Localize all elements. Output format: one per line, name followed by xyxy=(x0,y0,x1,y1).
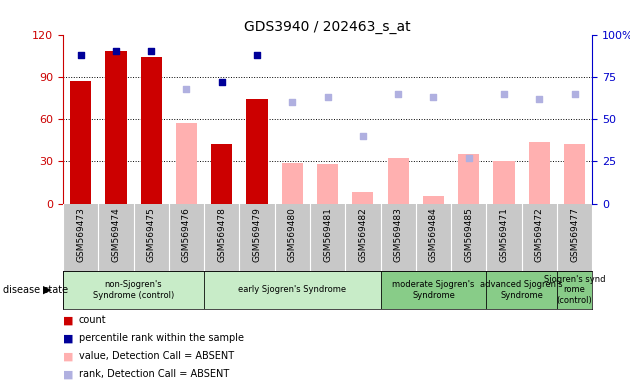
Text: GSM569481: GSM569481 xyxy=(323,207,332,262)
Point xyxy=(428,94,438,100)
Bar xyxy=(246,99,268,204)
Text: early Sjogren's Syndrome: early Sjogren's Syndrome xyxy=(238,285,347,295)
Bar xyxy=(105,51,127,204)
Point xyxy=(534,96,544,102)
Text: ■: ■ xyxy=(63,315,74,325)
Text: GSM569484: GSM569484 xyxy=(429,207,438,262)
Text: GSM569483: GSM569483 xyxy=(394,207,403,262)
Bar xyxy=(493,161,515,204)
Text: GSM569476: GSM569476 xyxy=(182,207,191,262)
Point xyxy=(181,86,192,92)
Point xyxy=(570,91,580,97)
Text: Sjogren's synd
rome
(control): Sjogren's synd rome (control) xyxy=(544,275,605,305)
Bar xyxy=(282,163,303,204)
Bar xyxy=(529,142,550,204)
Text: ■: ■ xyxy=(63,333,74,343)
Bar xyxy=(486,271,557,309)
Text: GSM569473: GSM569473 xyxy=(76,207,85,262)
Text: GSM569472: GSM569472 xyxy=(535,207,544,262)
Point xyxy=(111,48,121,55)
Text: percentile rank within the sample: percentile rank within the sample xyxy=(79,333,244,343)
Text: GSM569482: GSM569482 xyxy=(358,207,367,262)
Title: GDS3940 / 202463_s_at: GDS3940 / 202463_s_at xyxy=(244,20,411,33)
Text: ■: ■ xyxy=(63,351,74,361)
Text: rank, Detection Call = ABSENT: rank, Detection Call = ABSENT xyxy=(79,369,229,379)
Text: GSM569471: GSM569471 xyxy=(500,207,508,262)
Text: non-Sjogren's
Syndrome (control): non-Sjogren's Syndrome (control) xyxy=(93,280,174,300)
Point xyxy=(76,52,86,58)
Bar xyxy=(423,197,444,204)
Text: GSM569485: GSM569485 xyxy=(464,207,473,262)
Text: GSM569479: GSM569479 xyxy=(253,207,261,262)
Text: GSM569480: GSM569480 xyxy=(288,207,297,262)
Point xyxy=(393,91,403,97)
Point xyxy=(252,52,262,58)
Bar xyxy=(387,159,409,204)
Point xyxy=(217,79,227,85)
Text: ▶: ▶ xyxy=(43,285,52,295)
Bar xyxy=(564,144,585,204)
Point xyxy=(146,48,156,55)
Text: count: count xyxy=(79,315,106,325)
Text: advanced Sjogren's
Syndrome: advanced Sjogren's Syndrome xyxy=(480,280,563,300)
Point xyxy=(464,155,474,161)
Point xyxy=(358,133,368,139)
Text: GSM569477: GSM569477 xyxy=(570,207,579,262)
Bar xyxy=(176,123,197,204)
Bar xyxy=(557,271,592,309)
Point xyxy=(287,99,297,105)
Bar xyxy=(381,271,486,309)
Bar xyxy=(140,57,162,204)
Text: disease state: disease state xyxy=(3,285,68,295)
Bar xyxy=(317,164,338,204)
Text: GSM569475: GSM569475 xyxy=(147,207,156,262)
Bar xyxy=(352,192,374,204)
Point xyxy=(323,94,333,100)
Bar xyxy=(204,271,381,309)
Text: ■: ■ xyxy=(63,369,74,379)
Bar xyxy=(70,81,91,204)
Text: moderate Sjogren's
Syndrome: moderate Sjogren's Syndrome xyxy=(392,280,474,300)
Bar xyxy=(63,271,204,309)
Bar xyxy=(211,144,232,204)
Text: value, Detection Call = ABSENT: value, Detection Call = ABSENT xyxy=(79,351,234,361)
Text: GSM569478: GSM569478 xyxy=(217,207,226,262)
Point xyxy=(499,91,509,97)
Bar xyxy=(458,154,479,204)
Text: GSM569474: GSM569474 xyxy=(112,207,120,262)
